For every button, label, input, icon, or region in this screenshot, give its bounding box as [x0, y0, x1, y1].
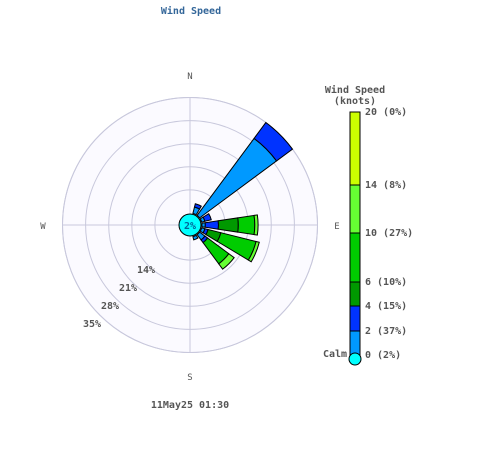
legend-band-4	[349, 305, 361, 332]
compass-e: E	[334, 222, 339, 232]
legend-band-20	[349, 111, 361, 186]
petal-157.5deg-seg0	[192, 234, 199, 241]
petal-45deg-seg1	[253, 121, 294, 162]
legend-label-10: 10 (27%)	[365, 228, 413, 239]
legend: 20 (0%) 14 (8%) 10 (27%) 6 (10%) 4 (15%) 2 (3…	[349, 107, 413, 361]
petal-135deg-seg3	[218, 253, 235, 270]
legend-label-14: 14 (8%)	[365, 180, 407, 191]
petal-90deg-seg4	[253, 214, 259, 236]
radial-tick-21: 21%	[119, 283, 137, 294]
legend-band-14	[349, 184, 361, 234]
legend-band-10	[349, 232, 361, 283]
legend-title: Wind Speed	[325, 84, 385, 96]
legend-calm-label: Calm	[323, 349, 347, 360]
legend-label-6: 6 (10%)	[365, 277, 407, 288]
petal-22.5deg-seg1	[193, 203, 202, 210]
petal-90deg-seg1	[204, 220, 219, 230]
legend-calm-marker	[348, 352, 362, 366]
legend-label-0: 0 (2%)	[365, 350, 401, 361]
petal-90deg-seg2	[217, 217, 239, 233]
timestamp-label: 11May25 01:30	[151, 400, 229, 411]
compass-w: W	[40, 222, 46, 232]
compass-n: N	[187, 72, 192, 82]
chart-title: Wind Speed	[161, 5, 221, 17]
petal-67.5deg-seg1	[202, 213, 212, 222]
petal-90deg-seg3	[237, 214, 256, 236]
legend-band-6	[349, 281, 361, 307]
legend-subtitle: (knots)	[334, 96, 376, 107]
radial-tick-28: 28%	[101, 301, 119, 312]
wind-petals	[192, 121, 294, 270]
radial-tick-14: 14%	[137, 265, 155, 276]
calm-circle	[178, 213, 202, 237]
calm-percent-label: 2%	[184, 221, 196, 232]
legend-label-2: 2 (37%)	[365, 326, 407, 337]
petal-112.5deg-seg4	[247, 240, 260, 263]
legend-label-20: 20 (0%)	[365, 107, 407, 118]
radial-tick-35: 35%	[83, 319, 101, 330]
legend-band-2	[349, 330, 361, 356]
compass-s: S	[187, 373, 192, 383]
legend-label-4: 4 (15%)	[365, 301, 407, 312]
